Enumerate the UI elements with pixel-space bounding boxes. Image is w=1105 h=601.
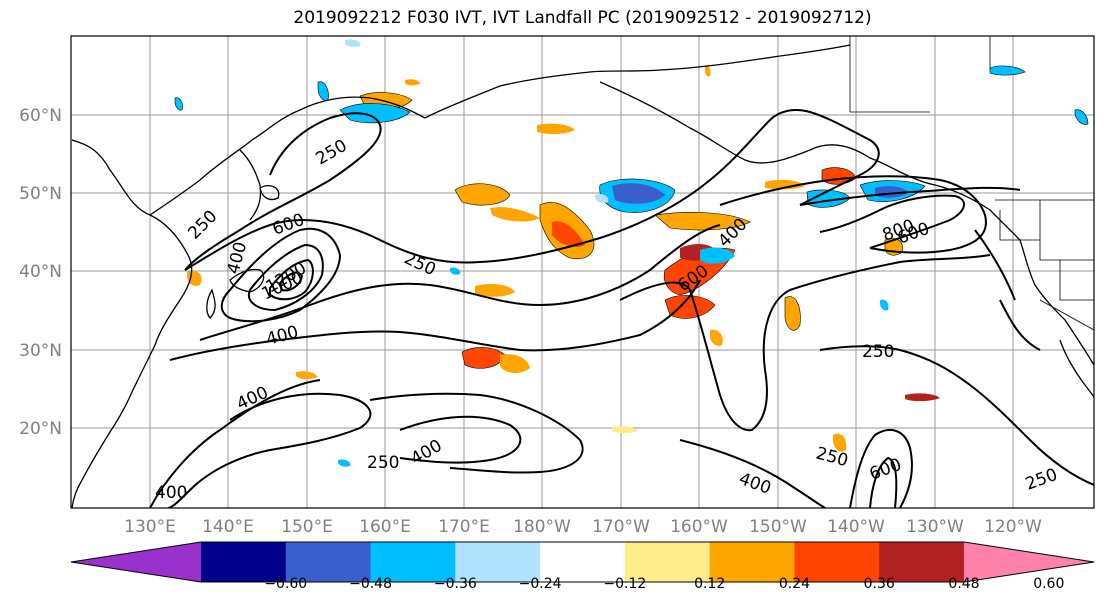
lat-label-30n: 30°N [19, 341, 62, 361]
contour-label: 400 [155, 483, 187, 503]
lon-label: 130°W [906, 517, 964, 537]
lon-label: 140°E [202, 517, 254, 537]
colorbar-swatch [624, 542, 711, 582]
colorbar-swatch [201, 542, 287, 582]
colorbar-tick-label: −0.24 [519, 576, 562, 592]
map-title: 2019092212 F030 IVT, IVT Landfall PC (20… [293, 8, 872, 28]
colorbar-swatch [285, 542, 372, 582]
colorbar-tick-label: −0.48 [349, 576, 392, 592]
lon-label: 160°W [670, 517, 728, 537]
latitude-labels: 60°N 50°N 40°N 30°N 20°N [19, 106, 62, 439]
contour-label: 250 [862, 342, 894, 362]
political-borders [849, 36, 1094, 331]
colorbar-tick-label: −0.60 [264, 576, 307, 592]
lon-label: 170°E [438, 517, 490, 537]
lon-label: 140°W [827, 517, 885, 537]
colorbar-swatch [879, 542, 965, 582]
longitude-labels: 130°E 140°E 150°E 160°E 170°E 180°W 170°… [124, 517, 1042, 537]
lon-label: 160°E [359, 517, 411, 537]
lat-label-60n: 60°N [19, 106, 62, 126]
colorbar-swatch [794, 542, 880, 582]
colorbar-swatch [370, 542, 456, 582]
colorbar-tick-label: 0.36 [864, 576, 895, 592]
contour-label: 250 [367, 453, 399, 473]
lon-label: 130°E [124, 517, 176, 537]
pc-shading [174, 39, 1089, 467]
lat-label-40n: 40°N [19, 262, 62, 282]
map-frame [70, 35, 1095, 509]
colorbar-tick-label: 0.24 [779, 576, 810, 592]
colorbar-outline [70, 541, 1095, 583]
colorbar-tick-label: 0.60 [1033, 576, 1064, 592]
colorbar-swatch [540, 542, 626, 582]
colorbar-tick-label: 0.12 [694, 576, 725, 592]
lon-label: 170°W [592, 517, 650, 537]
ivt-contours [149, 109, 1094, 508]
lon-label: 150°W [749, 517, 807, 537]
colorbar-extend-left [71, 542, 201, 582]
lon-label: 120°W [984, 517, 1042, 537]
lat-label-20n: 20°N [19, 419, 62, 439]
colorbar-swatch [709, 542, 795, 582]
lon-label: 150°E [281, 517, 333, 537]
colorbar-tick-label: 0.48 [948, 576, 979, 592]
lat-label-50n: 50°N [19, 184, 62, 204]
lon-label: 180°W [513, 517, 571, 537]
colorbar-extend-right [964, 542, 1094, 582]
colorbar-swatch [455, 542, 541, 582]
colorbar-tick-label: −0.12 [603, 576, 646, 592]
colorbar: −0.60 −0.48 −0.36 −0.24 −0.12 0.12 0.24 0.36 0.4… [70, 541, 1095, 592]
colorbar-tick-label: −0.36 [434, 576, 477, 592]
